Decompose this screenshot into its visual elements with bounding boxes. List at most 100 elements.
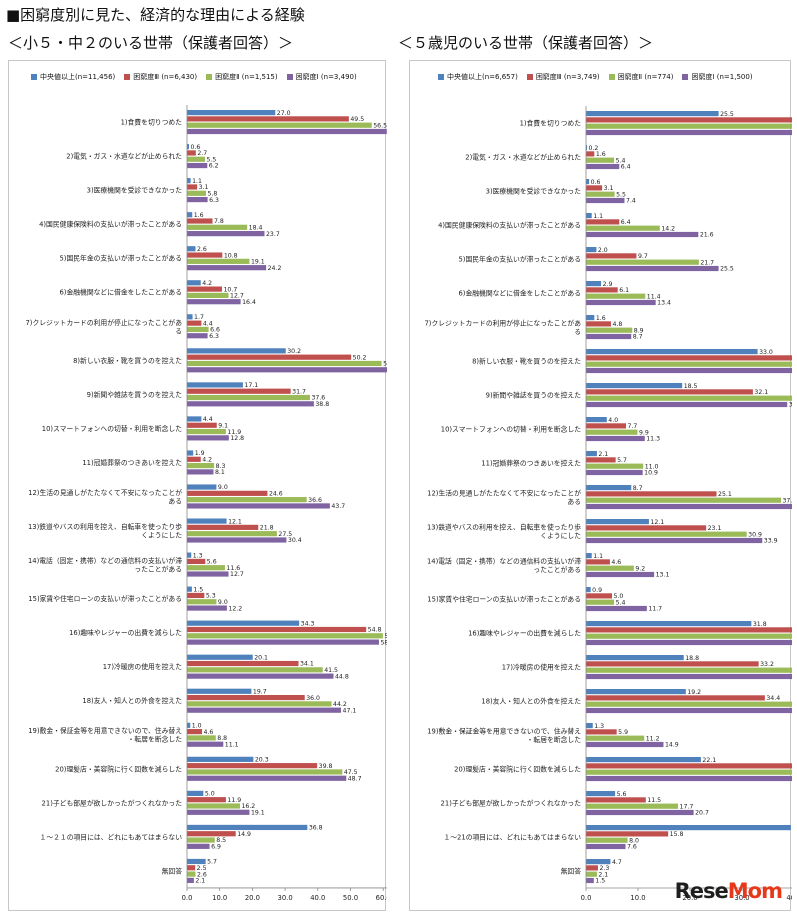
data-label: 4.2 [202, 457, 212, 464]
bar [187, 456, 201, 462]
bar [586, 395, 792, 401]
category-label: 13)鉄道やバスの利用を控え、自転車を使ったり歩くようにした [427, 523, 581, 541]
data-label: 19.1 [251, 259, 265, 266]
bar [187, 701, 332, 707]
data-label: 12.1 [228, 518, 242, 525]
bar [586, 633, 792, 639]
category-label: 10)スマートフォンへの切替・利用を断念した [441, 425, 581, 434]
chart-panel-left: 中央値以上(n=11,456) 困窮度Ⅲ (n=6,430) 困窮度Ⅱ (n=1,5… [8, 60, 387, 911]
bar [586, 265, 719, 272]
bar [586, 877, 594, 884]
data-label: 1.3 [193, 552, 203, 559]
bar [187, 531, 277, 537]
category-label: 3)医療機関を受診できなかった [87, 186, 183, 195]
bar [187, 469, 214, 475]
bar [586, 503, 792, 510]
bar [586, 667, 792, 673]
data-label: 1.7 [194, 314, 204, 321]
data-label: 31.8 [753, 621, 767, 628]
legend-swatch [608, 74, 615, 80]
category-label: 10)スマートフォンへの切替・利用を断念した [42, 424, 182, 433]
bar [187, 382, 243, 388]
bar [586, 491, 717, 497]
data-label: 20.3 [255, 757, 269, 764]
category-label: 18)友人・知人との外食を控えた [82, 696, 182, 705]
data-label: 38.8 [315, 401, 329, 408]
bar [586, 435, 645, 442]
bar [187, 756, 254, 762]
data-label: 27.5 [278, 531, 292, 538]
bar [187, 763, 318, 769]
bar [586, 231, 699, 238]
data-label: 10.8 [224, 252, 238, 259]
bar [586, 333, 632, 340]
data-label: 41.5 [324, 667, 338, 674]
bar [187, 354, 352, 360]
data-label: 0.6 [591, 179, 601, 186]
bar [187, 246, 196, 252]
bar [586, 707, 792, 714]
category-label: 9)新聞や雑誌を買うのを控えた [486, 391, 582, 400]
data-label: 2.9 [603, 281, 613, 288]
bar [586, 757, 701, 763]
data-label: 23.1 [708, 525, 722, 532]
bar [586, 197, 625, 204]
category-label: 5)国民年金の支払いが滞ったことがある [59, 254, 182, 263]
data-label: 7.7 [628, 423, 638, 430]
legend-swatch [682, 74, 689, 80]
bar [586, 537, 763, 544]
category-label: 16)趣味やレジャーの出費を減らした [69, 628, 182, 637]
bar [187, 797, 226, 803]
data-label: 11.2 [646, 735, 660, 742]
bar [586, 655, 684, 661]
bar [187, 639, 379, 645]
bar [187, 367, 387, 373]
bar [586, 383, 683, 389]
bar [586, 253, 637, 259]
data-label: 30.4 [288, 537, 302, 544]
bar [187, 162, 208, 169]
bar [586, 463, 644, 469]
data-label: 6.4 [621, 219, 631, 226]
data-label: 5.5 [206, 156, 216, 163]
data-label: 22.1 [702, 757, 716, 764]
category-label: 17)冷暖房の使用を控えた [502, 663, 581, 672]
category-label: 2)電気・ガス・水道などが止められた [465, 153, 581, 162]
data-label: 33.2 [760, 661, 774, 668]
data-label: 12.1 [650, 519, 664, 526]
x-tick-label: 10.0 [212, 894, 227, 902]
bar [586, 689, 686, 695]
bar [187, 837, 215, 843]
bar [586, 423, 627, 429]
bar [187, 722, 191, 728]
data-label: 7.4 [626, 198, 636, 205]
bar [187, 524, 259, 530]
bar [187, 729, 203, 735]
category-label: 21)子ども部屋が欲しかったがつくれなかった [42, 798, 183, 807]
data-label: 14.9 [237, 831, 251, 838]
bar [586, 191, 615, 197]
data-label: 25.5 [720, 266, 734, 273]
data-label: 33.0 [759, 349, 773, 356]
bar [586, 565, 634, 571]
data-label: 59.9 [384, 633, 387, 640]
data-label: 16.4 [242, 299, 256, 306]
bar [586, 729, 617, 735]
bar [187, 360, 382, 367]
data-label: 2.1 [598, 871, 608, 878]
data-label: 27.0 [277, 110, 291, 117]
data-label: 37.6 [311, 395, 325, 402]
data-label: 8.8 [217, 735, 227, 742]
bar [586, 571, 655, 578]
data-label: 12.7 [230, 293, 244, 300]
category-label: 12)生活の見通しがたたなくて不安になったことがある [28, 488, 182, 506]
data-label: 16.2 [241, 803, 255, 810]
data-label: 13.4 [657, 300, 671, 307]
bar [187, 592, 205, 599]
data-label: 1.1 [593, 213, 603, 220]
bar [586, 145, 588, 151]
legend-swatch [526, 74, 533, 80]
bar [586, 111, 719, 117]
bar [187, 707, 342, 713]
bar [187, 280, 201, 286]
